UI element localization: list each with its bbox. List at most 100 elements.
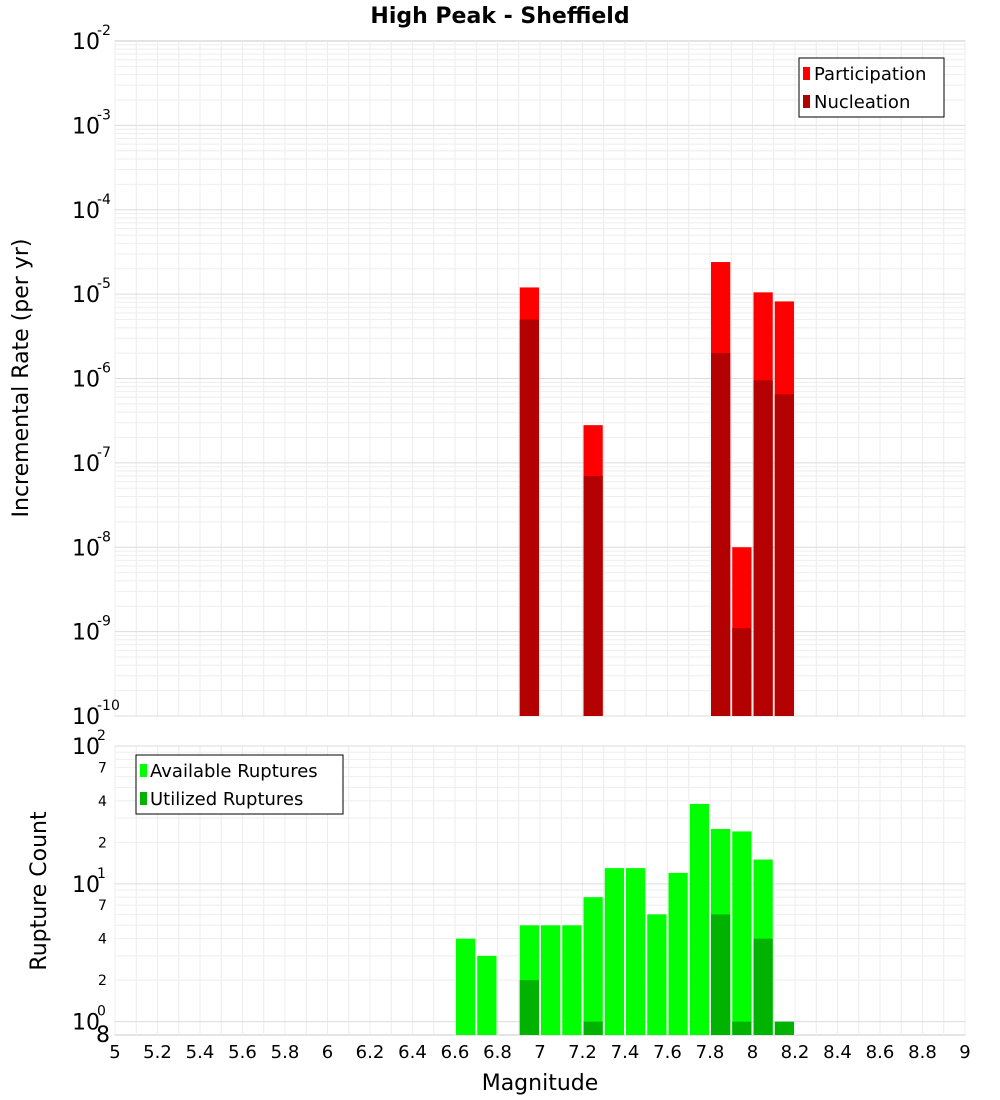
legend-swatch-nucleation [803, 95, 810, 108]
top-y-tick-label: 10 [72, 114, 100, 139]
available-ruptures-bar [541, 925, 561, 1035]
x-ticks: 5 5.2 5.4 5.6 5.8 6 6.2 6.4 6.6 6.8 7 7.2 7.4 7.6 7.8 8… [109, 1042, 970, 1063]
top-y-tick-exponent: -6 [97, 361, 111, 377]
top-y-tick-label: 10 [72, 705, 100, 730]
top-bars [519, 262, 794, 716]
bottom-y-minor-tick-label: 2 [98, 973, 107, 989]
nucleation-bar [711, 353, 731, 716]
top-y-tick-exponent: -10 [97, 698, 120, 714]
bottom-y-tick-label: 10 [72, 735, 100, 760]
bottom-bars [456, 803, 794, 1035]
x-tick-label: 6.6 [441, 1042, 470, 1063]
bottom-y-tick-exponent: 0 [97, 1004, 106, 1020]
legend-swatch-utilized [140, 792, 147, 805]
utilized-ruptures-bar [753, 938, 773, 1035]
available-ruptures-bar [583, 897, 603, 1035]
legend-swatch-available [140, 764, 147, 777]
bottom-y-tick-label-lowest: 8 [96, 1023, 110, 1048]
top-y-tick-exponent: -2 [97, 23, 111, 39]
bottom-y-minor-tick-label: 7 [98, 760, 107, 776]
top-y-tick-label: 10 [72, 536, 100, 561]
nucleation-bar [753, 380, 773, 716]
x-tick-label: 8.6 [866, 1042, 895, 1063]
bottom-y-minor-tick-label: 7 [98, 898, 107, 914]
x-tick-label: 7.8 [696, 1042, 725, 1063]
x-tick-label: 5.4 [186, 1042, 215, 1063]
bottom-y-minor-tick-label: 4 [98, 794, 107, 810]
top-grid [114, 41, 966, 717]
available-ruptures-bar [477, 955, 497, 1035]
top-y-tick-exponent: -5 [97, 276, 111, 292]
legend-swatch-participation [803, 67, 810, 80]
top-y-tick-exponent: -9 [97, 614, 111, 630]
bottom-y-minor-tick-label: 2 [98, 835, 107, 851]
x-tick-label: 6.8 [483, 1042, 512, 1063]
bottom-y-tick-exponent: 1 [97, 866, 106, 882]
available-ruptures-bar [689, 803, 709, 1035]
top-y-tick-exponent: -7 [97, 445, 111, 461]
available-ruptures-bar [456, 938, 476, 1035]
x-tick-label: 7.2 [568, 1042, 597, 1063]
available-ruptures-bar [647, 914, 667, 1035]
utilized-ruptures-bar [711, 914, 731, 1035]
x-tick-label: 5 [109, 1042, 120, 1063]
available-ruptures-bar [732, 831, 752, 1035]
top-y-tick-label: 10 [72, 283, 100, 308]
top-y-tick-label: 10 [72, 621, 100, 646]
x-tick-label: 6.4 [398, 1042, 427, 1063]
bottom-legend: Available Ruptures Utilized Ruptures [135, 754, 344, 815]
x-tick-label: 7 [534, 1042, 545, 1063]
x-tick-label: 6.2 [356, 1042, 385, 1063]
utilized-ruptures-bar [774, 1021, 794, 1035]
utilized-ruptures-bar [732, 1021, 752, 1035]
top-y-tick-label: 10 [72, 452, 100, 477]
bottom-y-tick-exponent: 2 [97, 728, 106, 744]
x-tick-label: 5.2 [143, 1042, 172, 1063]
bottom-y-axis-label: Rupture Count [27, 811, 52, 971]
x-tick-label: 8 [747, 1042, 758, 1063]
legend-label-nucleation: Nucleation [814, 92, 910, 113]
legend-label-participation: Participation [814, 64, 926, 85]
top-y-tick-exponent: -8 [97, 529, 111, 545]
bottom-grid [114, 745, 966, 1035]
available-ruptures-bar [626, 868, 646, 1035]
x-tick-label: 8.8 [908, 1042, 937, 1063]
x-tick-label: 9 [959, 1042, 970, 1063]
x-tick-label: 6 [322, 1042, 333, 1063]
nucleation-bar [583, 475, 603, 716]
top-y-tick-label: 10 [72, 368, 100, 393]
utilized-ruptures-bar [519, 980, 539, 1035]
bottom-y-minor-tick-label: 4 [98, 932, 107, 948]
bottom-y-tick-label: 10 [72, 1011, 100, 1036]
x-tick-label: 7.6 [653, 1042, 682, 1063]
top-legend-box [798, 57, 945, 118]
legend-label-available: Available Ruptures [150, 761, 318, 782]
top-y-tick-exponent: -4 [97, 192, 111, 208]
top-legend: Participation Nucleation [798, 57, 945, 118]
top-y-axis-label: Incremental Rate (per yr) [9, 239, 34, 518]
top-y-tick-label: 10 [72, 199, 100, 224]
utilized-ruptures-bar [583, 1021, 603, 1035]
available-ruptures-bar [668, 872, 688, 1035]
x-tick-label: 5.6 [228, 1042, 257, 1063]
x-axis-label: Magnitude [482, 1071, 599, 1096]
top-y-tick-label: 10 [72, 30, 100, 55]
legend-label-utilized: Utilized Ruptures [150, 789, 303, 810]
nucleation-bar [519, 319, 539, 716]
available-ruptures-bar [562, 925, 582, 1035]
x-tick-label: 8.2 [781, 1042, 810, 1063]
x-tick-label: 7.4 [611, 1042, 640, 1063]
available-ruptures-bar [604, 868, 624, 1035]
x-tick-label: 5.8 [271, 1042, 300, 1063]
x-tick-label: 8.4 [823, 1042, 852, 1063]
chart-title: High Peak - Sheffield [370, 4, 629, 29]
bottom-legend-box [135, 754, 344, 815]
top-y-tick-exponent: -3 [97, 107, 111, 123]
nucleation-bar [774, 394, 794, 716]
bottom-y-tick-label: 10 [72, 873, 100, 898]
